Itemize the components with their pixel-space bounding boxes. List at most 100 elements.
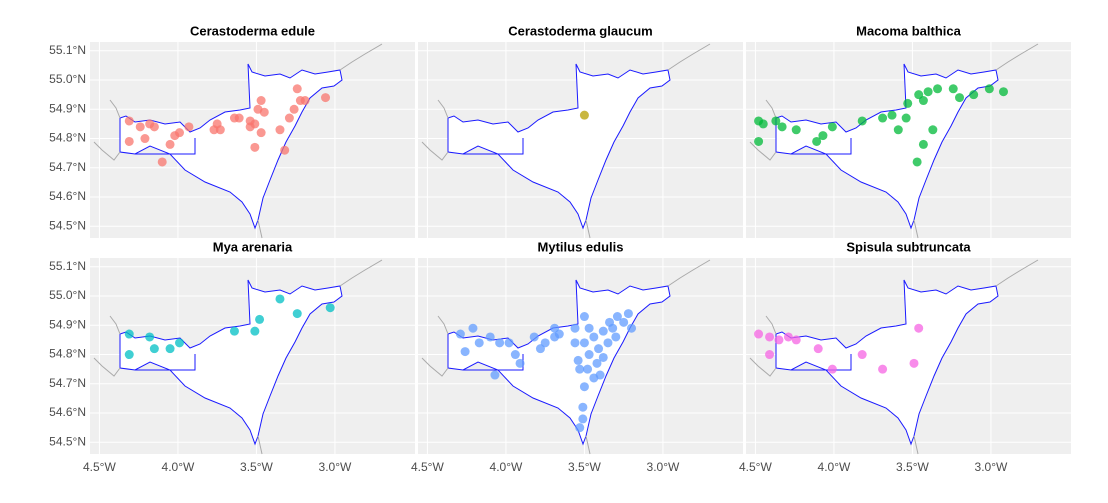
point (771, 116, 781, 126)
point (754, 329, 764, 339)
point (857, 350, 867, 360)
point (918, 96, 928, 106)
point (149, 344, 159, 354)
point (510, 350, 520, 360)
point (578, 402, 588, 412)
point (774, 335, 784, 345)
panel-title: Mytilus edulis (538, 239, 624, 254)
x-tick-label: 3.5°W (568, 460, 601, 474)
point (827, 364, 837, 374)
point (250, 142, 260, 152)
point (579, 110, 589, 120)
point (124, 136, 134, 146)
point (529, 332, 539, 342)
point (955, 93, 965, 103)
point (570, 338, 580, 348)
x-tick-label: 4.5°W (83, 460, 116, 474)
point (933, 84, 943, 94)
point (321, 93, 331, 103)
point (259, 107, 269, 117)
point (284, 113, 294, 123)
point (256, 128, 266, 138)
point (923, 87, 933, 97)
panel: Cerastoderma glaucum (418, 23, 743, 239)
x-tick-label: 4.5°W (411, 460, 444, 474)
panel-title: Spisula subtruncata (846, 239, 971, 254)
point (289, 104, 299, 114)
y-tick-label: 54.9°N (49, 101, 86, 115)
point (592, 358, 602, 368)
point (234, 113, 244, 123)
point (165, 139, 175, 149)
point (754, 136, 764, 146)
point (174, 128, 184, 138)
point (984, 84, 994, 94)
point (145, 332, 155, 342)
x-tick-label: 4.0°W (162, 460, 195, 474)
point (603, 338, 613, 348)
panel-title: Cerastoderma edule (190, 23, 315, 38)
point (165, 344, 175, 354)
point (928, 125, 938, 135)
point (589, 332, 599, 342)
point (912, 157, 922, 167)
point (124, 116, 134, 126)
point (901, 113, 911, 123)
y-tick-label: 54.6°N (49, 189, 86, 203)
y-tick-label: 55.0°N (49, 288, 86, 302)
point (857, 116, 867, 126)
point (135, 122, 145, 132)
point (325, 303, 335, 313)
point (495, 338, 505, 348)
point (612, 312, 622, 322)
point (791, 125, 801, 135)
point (791, 335, 801, 345)
point (583, 364, 593, 374)
point (300, 96, 310, 106)
point (140, 134, 150, 144)
point (174, 338, 184, 348)
y-tick-label: 54.7°N (49, 160, 86, 174)
point (818, 131, 828, 141)
point (813, 344, 823, 354)
point (579, 338, 589, 348)
point (575, 364, 585, 374)
point (598, 326, 608, 336)
y-tick-label: 55.0°N (49, 72, 86, 86)
point (229, 326, 239, 336)
y-tick-label: 54.8°N (49, 131, 86, 145)
point (474, 338, 484, 348)
point (623, 309, 633, 319)
x-tick-label: 4.0°W (818, 460, 851, 474)
point (570, 323, 580, 333)
y-tick-label: 54.8°N (49, 347, 86, 361)
point (255, 314, 265, 324)
point (157, 157, 167, 167)
y-tick-label: 55.1°N (49, 259, 86, 273)
point (893, 125, 903, 135)
point (579, 382, 589, 392)
point (783, 332, 793, 342)
x-tick-label: 4.0°W (490, 460, 523, 474)
point (124, 350, 134, 360)
point (575, 423, 585, 433)
point (594, 344, 604, 354)
point (292, 309, 302, 319)
point (468, 323, 478, 333)
point (918, 139, 928, 149)
panel-title: Cerastoderma glaucum (508, 23, 653, 38)
point (256, 96, 266, 106)
point (540, 338, 550, 348)
point (878, 113, 888, 123)
x-tick-label: 3.5°W (896, 460, 929, 474)
point (275, 294, 285, 304)
point (812, 136, 822, 146)
point (827, 122, 837, 132)
point (280, 145, 290, 155)
point (878, 364, 888, 374)
point (584, 323, 594, 333)
x-tick-label: 3.0°W (319, 460, 352, 474)
x-tick-label: 4.5°W (739, 460, 772, 474)
y-tick-label: 54.5°N (49, 434, 86, 448)
y-tick-label: 54.7°N (49, 376, 86, 390)
